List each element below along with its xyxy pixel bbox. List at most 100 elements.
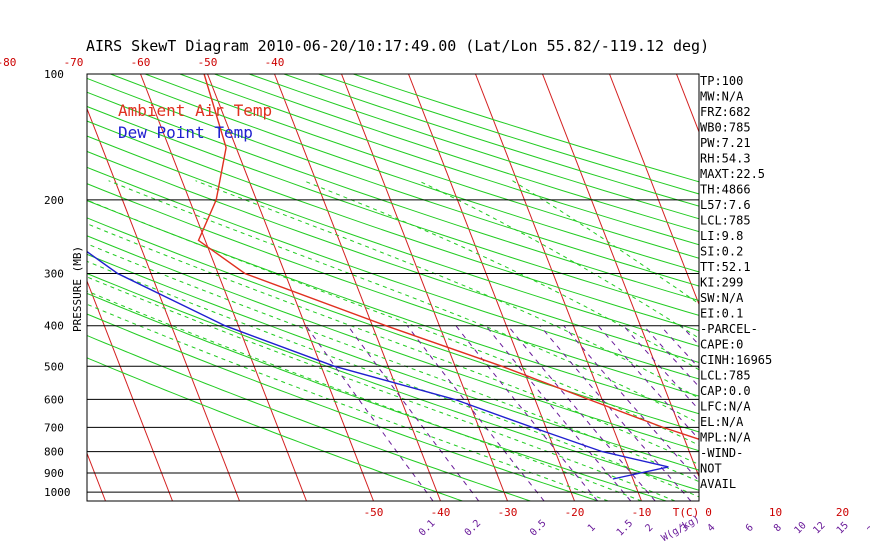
side-panel-item: CAP:0.0 <box>700 384 751 398</box>
dry-adiabat-line <box>87 91 699 302</box>
mixing-ratio-label: 12 <box>811 520 827 536</box>
mixing-ratio-label: 8 <box>772 522 784 534</box>
isotherm-line <box>811 74 870 501</box>
mixing-ratio-line <box>455 325 598 501</box>
temp-tick-label: -20 <box>565 506 585 519</box>
side-panel-item: RH:54.3 <box>700 152 751 166</box>
mixing-ratio-line <box>507 325 656 501</box>
chart-title: AIRS SkewT Diagram 2010-06-20/10:17:49.0… <box>86 37 709 55</box>
temp-tick-label: 20 <box>836 506 849 519</box>
dry-adiabat-line <box>87 150 699 364</box>
pressure-tick-label: 800 <box>44 446 64 459</box>
side-panel-item: LCL:785 <box>700 214 751 228</box>
profile-line <box>197 74 699 441</box>
profile-line <box>87 250 669 480</box>
moist-adiabat-line <box>87 260 699 498</box>
dry-adiabat-line <box>87 105 699 316</box>
temp-tick-label: 0 <box>705 506 712 519</box>
isotherm-line <box>87 279 173 501</box>
dry-adiabat-line <box>87 120 699 332</box>
isotherm-line <box>609 74 699 306</box>
dry-adiabat-line <box>87 357 463 501</box>
dry-adiabat-line <box>87 77 699 287</box>
pressure-tick-label: 600 <box>44 393 64 406</box>
side-panel-item: WB0:785 <box>700 121 751 135</box>
side-panel-item: TT:52.1 <box>700 260 751 274</box>
legend-item: Dew Point Temp <box>118 123 253 142</box>
side-panel-item: CAPE:0 <box>700 338 743 352</box>
isotherm-line <box>408 74 575 501</box>
dry-adiabat-line <box>87 166 699 380</box>
pressure-tick-label: 200 <box>44 194 64 207</box>
side-panel-item: EI:0.1 <box>700 307 743 321</box>
top-temp-tick-label: -60 <box>131 56 151 69</box>
moist-adiabat-line <box>303 180 699 371</box>
top-temp-tick-label: -80 <box>0 56 16 69</box>
moist-adiabat-line <box>195 180 699 399</box>
temp-tick-label: -40 <box>431 506 451 519</box>
mixing-ratio-line <box>778 326 870 501</box>
pressure-tick-label: 700 <box>44 421 64 434</box>
temp-tick-label: -50 <box>364 506 384 519</box>
pressure-tick-label: 1000 <box>44 486 71 499</box>
top-temp-tick-label: -40 <box>265 56 285 69</box>
top-temp-tick-label: -50 <box>198 56 218 69</box>
isotherm-line <box>207 74 374 501</box>
mixing-ratio-line <box>347 325 480 501</box>
plot-frame <box>86 73 700 502</box>
side-panel-item: AVAIL <box>700 477 736 491</box>
y-axis-label: PRESSURE (MB) <box>71 246 84 332</box>
top-temp-tick-label: -70 <box>64 56 84 69</box>
mixing-ratio-label: 6 <box>744 522 756 534</box>
mixing-ratio-line <box>643 325 699 388</box>
side-panel-item: NOT <box>700 462 722 476</box>
side-panel-item: FRZ:682 <box>700 105 751 119</box>
dry-adiabat-line <box>87 292 667 501</box>
dry-adiabat-line <box>87 235 699 452</box>
dry-adiabat-line <box>87 135 699 347</box>
mixing-ratio-label: 15 <box>835 520 851 536</box>
dry-adiabat-line <box>87 273 699 491</box>
pressure-tick-label: 100 <box>44 68 64 81</box>
pressure-tick-label: 400 <box>44 320 64 333</box>
mixing-ratio-label: 0.2 <box>463 518 484 539</box>
pressure-tick-label: 900 <box>44 467 64 480</box>
dry-adiabat-line <box>214 74 699 233</box>
side-panel-item: MW:N/A <box>700 90 744 104</box>
mixing-ratio-line <box>731 326 870 501</box>
moist-adiabat-line <box>87 290 642 501</box>
legend: Ambient Air Temp Dew Point Temp <box>118 101 272 142</box>
mixing-ratio-label: 0.1 <box>417 518 438 539</box>
isotherm-line <box>140 74 307 501</box>
side-panel-item: SI:0.2 <box>700 245 743 259</box>
side-panel-item: EL:N/A <box>700 415 744 429</box>
isotherm-line <box>744 74 870 501</box>
moist-adiabat-line <box>87 276 676 501</box>
side-panel-item: L57:7.6 <box>700 198 751 212</box>
isotherm-line <box>341 74 508 501</box>
temp-tick-label: 10 <box>769 506 782 519</box>
side-panel-item: KI:299 <box>700 276 743 290</box>
mixing-ratio-label: 20 <box>866 520 870 536</box>
dry-adiabat-line <box>87 334 531 501</box>
mixing-ratio-line <box>485 325 632 501</box>
temp-tick-label: -30 <box>498 506 518 519</box>
side-panel-item: CINH:16965 <box>700 353 772 367</box>
data-layer <box>87 74 699 480</box>
mixing-ratio-line <box>597 325 699 440</box>
isotherm-line <box>274 74 441 501</box>
dry-adiabat-line <box>87 313 599 501</box>
side-panel-item: SW:N/A <box>700 291 744 305</box>
mixing-ratio-label: 4 <box>705 522 717 534</box>
side-panel-item: -PARCEL- <box>700 322 758 336</box>
mixing-ratio-line <box>749 326 870 501</box>
dry-adiabat-line <box>318 74 699 195</box>
legend-item: Ambient Air Temp <box>118 101 272 120</box>
side-panel-item: LI:9.8 <box>700 229 743 243</box>
mixing-ratio-label: 10 <box>792 520 808 536</box>
isotherm-line <box>87 107 240 501</box>
moist-adiabat-line <box>87 243 699 483</box>
dry-adiabat-line <box>87 183 699 397</box>
